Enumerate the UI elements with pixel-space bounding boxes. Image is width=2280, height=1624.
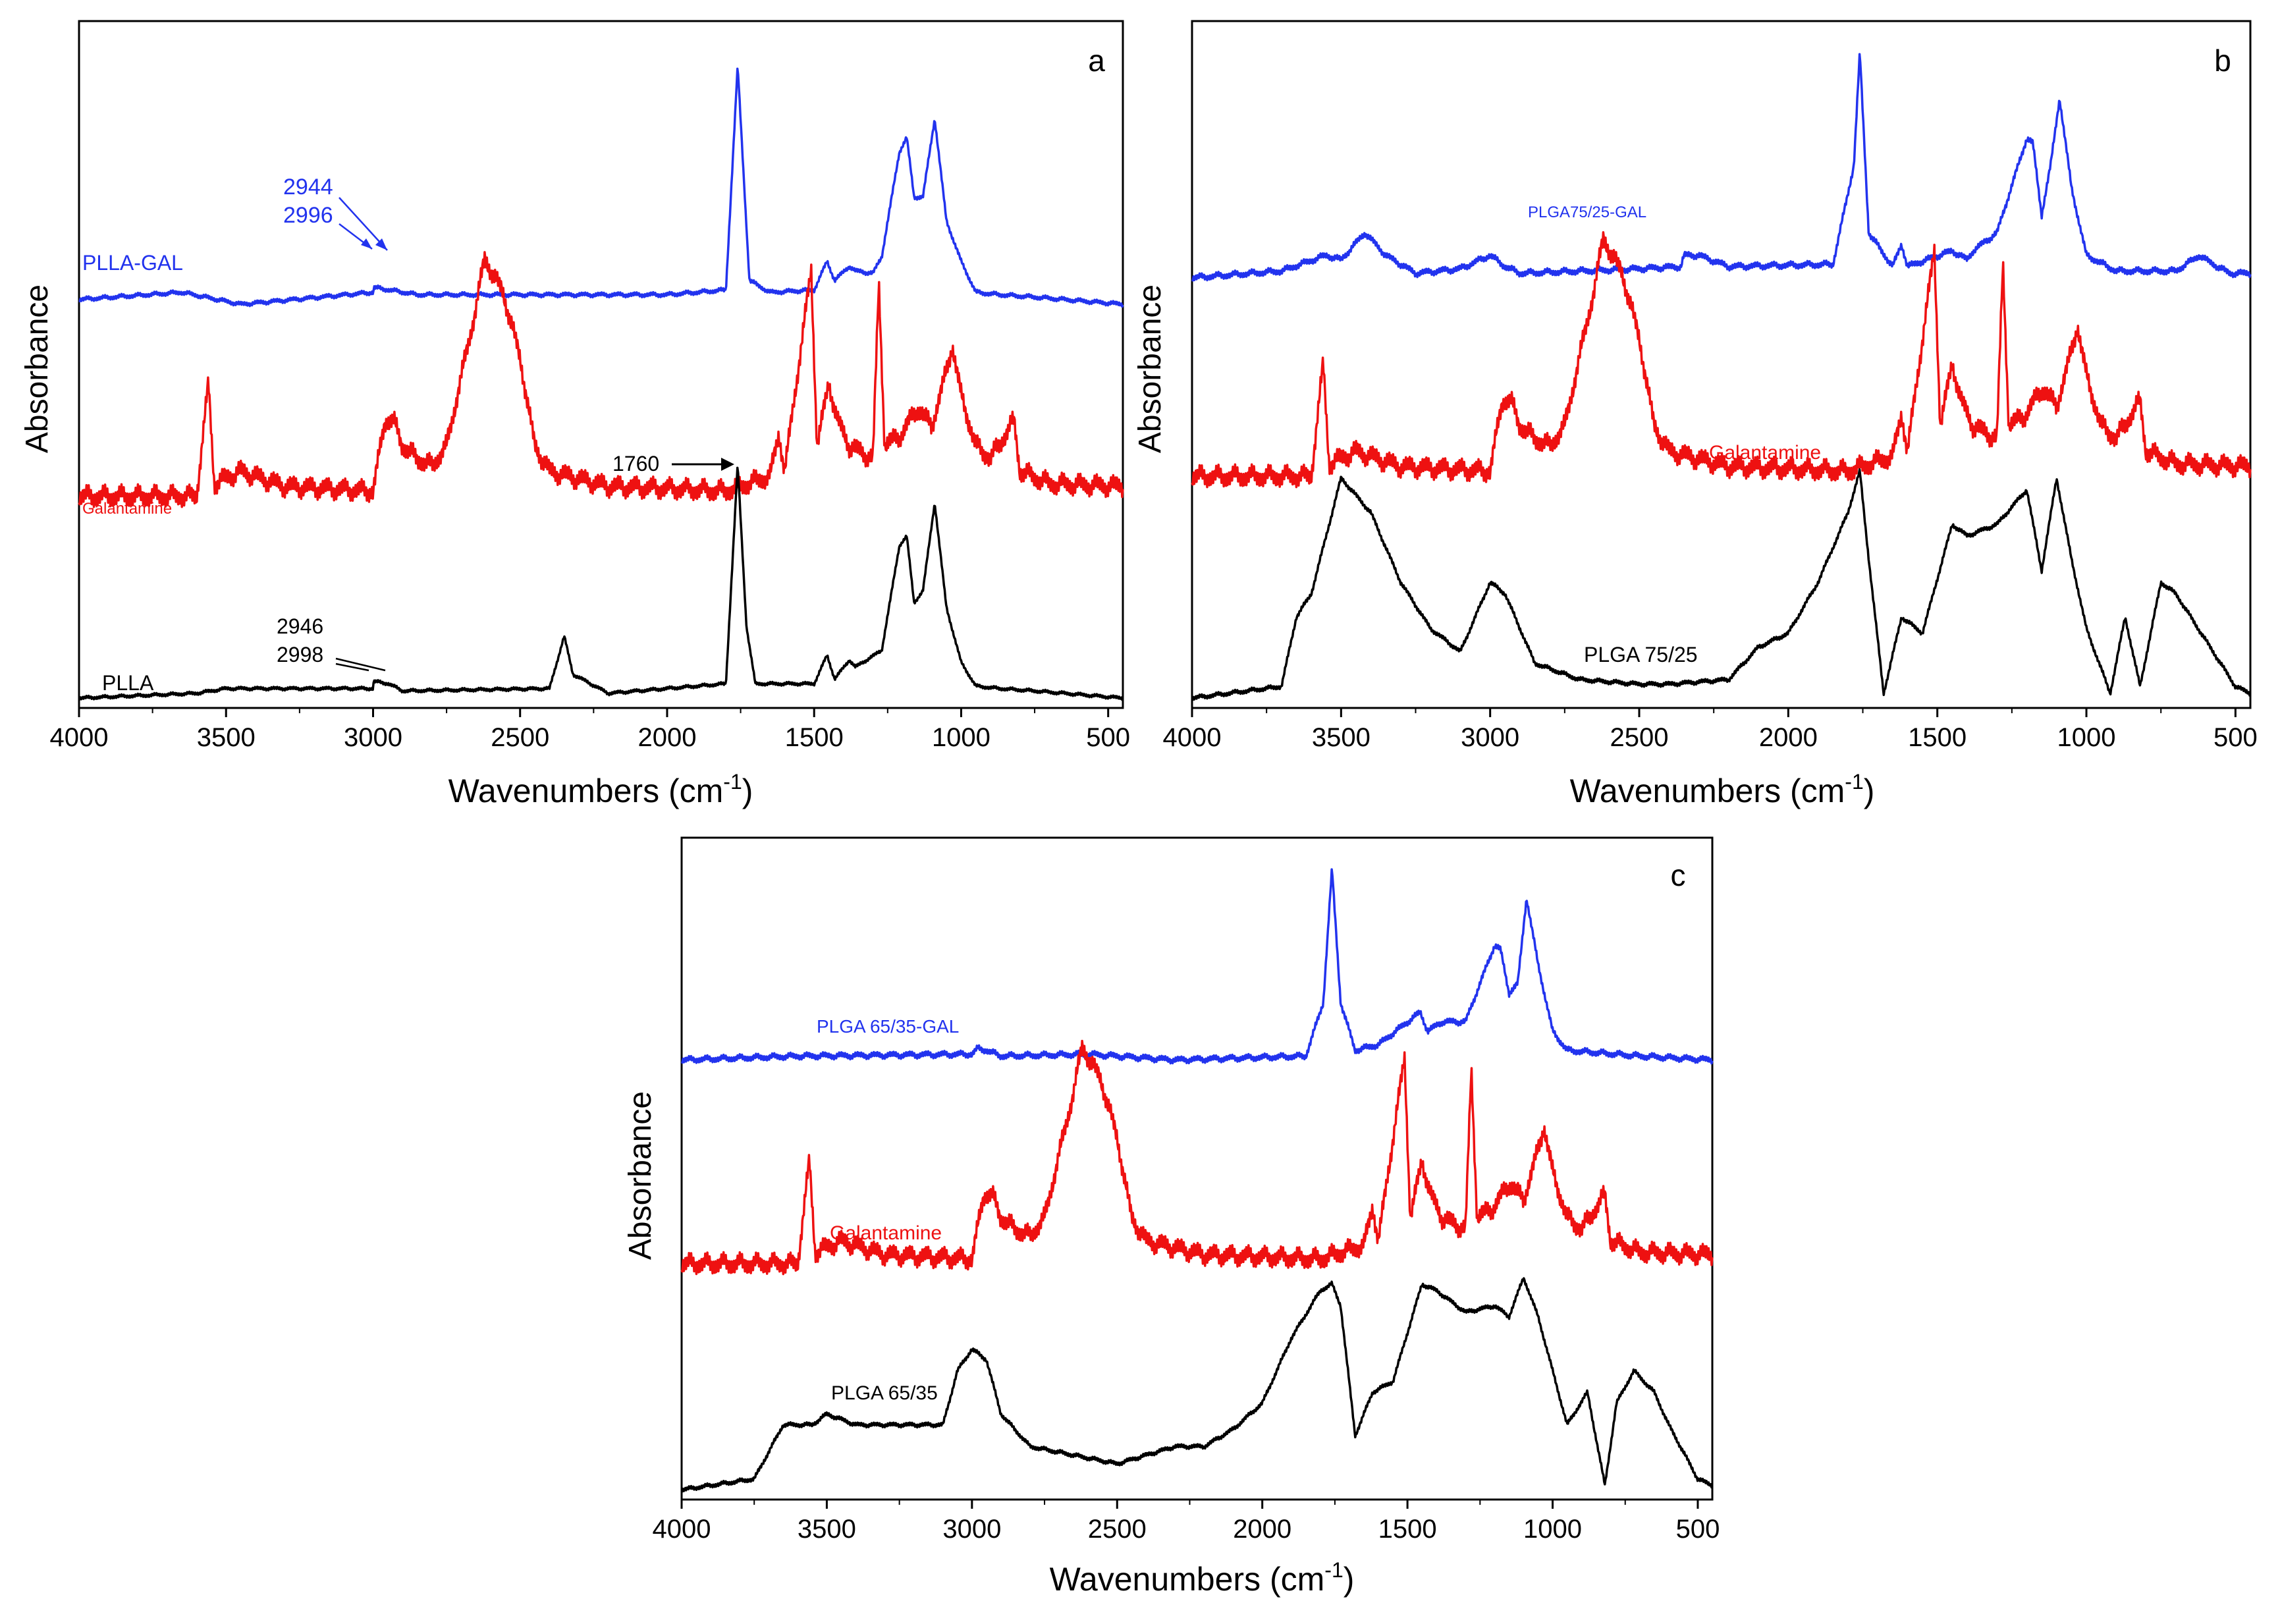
series-group-a: [78, 67, 1124, 701]
x-tick-label-b-4: 2000: [1759, 723, 1818, 752]
x-tick-label-b-7: 500: [2213, 723, 2258, 752]
annotation-2946: 2946: [277, 614, 323, 638]
chart-panel-b: 4000 3500 3000 2500 2000 1500 1000 500 b Absorb…: [1133, 20, 2258, 809]
plot-frame-a: [78, 20, 1124, 709]
panel-label-a: a: [1088, 43, 1105, 78]
x-tick-label-a-3: 2500: [491, 723, 549, 752]
x-tick-label-a-0: 4000: [50, 723, 109, 752]
series-label-plga6535-gal: PLGA 65/35-GAL: [817, 1016, 959, 1037]
x-tick-label-c-0: 4000: [653, 1515, 711, 1544]
series-line-b-0: [1191, 53, 2252, 282]
plot-frame-b: [1191, 20, 2252, 709]
y-axis-label-c: Absorbance: [623, 1091, 658, 1260]
x-axis-label-c-main: Wavenumbers (cm: [1050, 1561, 1325, 1598]
x-axis-label-a: Wavenumbers (cm-1): [448, 770, 753, 809]
series-line-a-2: [78, 466, 1124, 701]
panel-label-c: c: [1671, 858, 1686, 892]
x-tick-label-b-1: 3500: [1312, 723, 1371, 752]
x-axis-label-c-end: ): [1344, 1561, 1355, 1598]
x-tick-label-a-6: 1000: [932, 723, 991, 752]
x-axis-label-b-main: Wavenumbers (cm: [1570, 772, 1845, 809]
x-tick-label-a-4: 2000: [638, 723, 696, 752]
annotation-2996: 2996: [283, 203, 333, 228]
x-tick-label-b-6: 1000: [2057, 723, 2116, 752]
series-line-a-0: [78, 67, 1124, 308]
x-tick-label-a-7: 500: [1086, 723, 1130, 752]
series-label-plga6535: PLGA 65/35: [831, 1382, 938, 1404]
series-line-b-1: [1191, 230, 2252, 489]
x-axis-label-a-end: ): [742, 772, 753, 809]
panel-label-b: b: [2214, 43, 2231, 78]
annotation-arrow-2998: [335, 663, 369, 672]
tick-group-c: 4000 3500 3000 2500 2000 1500 1000 500: [653, 1500, 1720, 1544]
series-line-c-1: [680, 1039, 1714, 1276]
series-line-b-2: [1191, 468, 2252, 701]
x-tick-label-c-7: 500: [1676, 1515, 1720, 1544]
chart-panel-a: 4000 3500 3000 2500 2000 1500 1000 500 a Absorb…: [20, 20, 1130, 809]
y-axis-label-a: Absorbance: [20, 284, 55, 453]
x-axis-label-a-main: Wavenumbers (cm: [448, 772, 724, 809]
annotation-arrowhead-2996: [361, 238, 372, 249]
x-tick-label-c-3: 2500: [1088, 1515, 1147, 1544]
series-label-plga7525-gal: PLGA75/25-GAL: [1528, 203, 1646, 221]
chart-panel-c: 4000 3500 3000 2500 2000 1500 1000 500 c Absorb…: [623, 836, 1720, 1598]
annotation-arrowhead-2944: [375, 238, 387, 250]
y-axis-label-b: Absorbance: [1133, 284, 1168, 453]
x-tick-label-b-0: 4000: [1163, 723, 1222, 752]
series-label-galantamine-c: Galantamine: [830, 1222, 942, 1244]
tick-group-b: 4000 3500 3000 2500 2000 1500 1000 500: [1163, 708, 2258, 752]
annotation-1760: 1760: [612, 452, 659, 475]
series-group-b: [1191, 53, 2252, 701]
x-axis-label-c-sup: -1: [1324, 1558, 1343, 1582]
annotation-2944: 2944: [283, 175, 333, 200]
x-axis-label-b-sup: -1: [1845, 770, 1863, 794]
x-tick-label-a-5: 1500: [785, 723, 844, 752]
series-line-c-0: [680, 868, 1714, 1065]
x-axis-label-a-sup: -1: [723, 770, 742, 794]
x-axis-label-b-end: ): [1864, 772, 1875, 809]
annotation-2998: 2998: [277, 643, 323, 666]
x-tick-label-c-6: 1000: [1523, 1515, 1582, 1544]
tick-group-a: 4000 3500 3000 2500 2000 1500 1000 500: [50, 708, 1130, 752]
plot-frame-c: [680, 836, 1714, 1501]
series-line-c-2: [681, 1277, 1714, 1493]
series-label-galantamine-b: Galantamine: [1709, 442, 1821, 464]
annotation-arrow-2946: [335, 657, 386, 672]
x-tick-label-a-1: 3500: [197, 723, 256, 752]
x-tick-label-c-5: 1500: [1378, 1515, 1437, 1544]
annotation-arrowhead-1760: [721, 458, 734, 471]
x-tick-label-c-4: 2000: [1233, 1515, 1291, 1544]
x-tick-label-c-2: 3000: [942, 1515, 1001, 1544]
x-axis-label-c: Wavenumbers (cm-1): [1050, 1558, 1355, 1598]
x-tick-label-b-5: 1500: [1908, 723, 1967, 752]
series-label-galantamine-a: Galantamine: [82, 500, 172, 518]
series-label-plla-gal: PLLA-GAL: [82, 251, 183, 275]
x-tick-label-b-2: 3000: [1461, 723, 1519, 752]
x-tick-label-c-1: 3500: [798, 1515, 856, 1544]
series-line-a-1: [78, 251, 1124, 508]
x-tick-label-b-3: 2500: [1610, 723, 1669, 752]
series-label-plla: PLLA: [102, 671, 154, 695]
series-label-plga7525: PLGA 75/25: [1584, 643, 1698, 666]
x-tick-label-a-2: 3000: [344, 723, 402, 752]
series-group-c: [680, 868, 1714, 1493]
x-axis-label-b: Wavenumbers (cm-1): [1570, 770, 1875, 809]
